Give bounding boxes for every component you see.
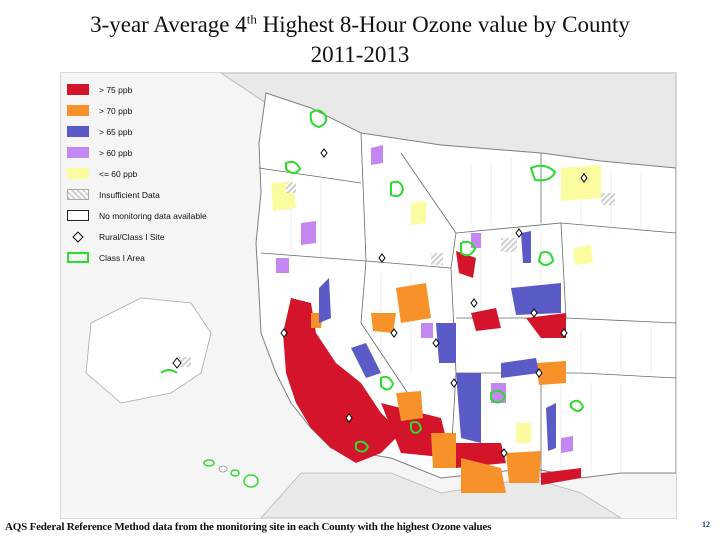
oregon-purple — [301, 221, 316, 245]
arizona-blue — [456, 373, 481, 443]
legend-item-gt-60: > 60 ppb — [67, 142, 257, 163]
arizona-mid-orange — [431, 433, 456, 468]
new-mexico-purple — [561, 436, 573, 453]
colorado-purple — [491, 383, 506, 403]
diamond-icon — [67, 231, 89, 242]
rural-class1-sites — [280, 148, 588, 458]
wyoming-blue — [511, 283, 561, 315]
map-drawing — [61, 73, 676, 518]
footer-note: AQS Federal Reference Method data from t… — [5, 521, 492, 533]
legend-item-gt-70: > 70 ppb — [67, 100, 257, 121]
alaska-outline — [85, 297, 212, 404]
insufficient-data-area-3 — [286, 183, 296, 193]
map-legend: > 75 ppb > 70 ppb > 65 ppb > 60 ppb <= 6… — [67, 79, 257, 268]
nevada-purple — [421, 323, 433, 338]
legend-label: No monitoring data available — [99, 210, 207, 221]
title-line-2: 2011-2013 — [310, 42, 410, 67]
legend-item-class1: Class I Area — [67, 247, 257, 268]
ozone-county-map: > 75 ppb > 70 ppb > 65 ppb > 60 ppb <= 6… — [60, 72, 677, 519]
legend-label: Insufficient Data — [99, 189, 160, 200]
legend-label: Class I Area — [99, 252, 145, 263]
mexico-region — [260, 472, 622, 518]
montana-blue — [521, 231, 531, 263]
legend-label: > 65 ppb — [99, 126, 133, 137]
new-mexico-yellow — [516, 423, 531, 443]
alaska-insufficient — [179, 357, 191, 367]
washington-purple — [371, 145, 383, 165]
new-mexico-blue — [546, 403, 556, 451]
legend-item-le-60: <= 60 ppb — [67, 163, 257, 184]
california-coast-purple — [276, 258, 289, 273]
legend-swatch-yellow — [67, 168, 89, 179]
nevada-orange — [396, 283, 431, 323]
legend-swatch-green-outline — [67, 252, 89, 263]
insufficient-data-area-2 — [601, 193, 615, 205]
legend-swatch-purple — [67, 147, 89, 158]
colorado-blue — [501, 358, 539, 378]
legend-swatch-red — [67, 84, 89, 95]
legend-label: > 60 ppb — [99, 147, 133, 158]
legend-label: Rural/Class I Site — [99, 231, 165, 242]
idaho-purple — [471, 233, 481, 248]
new-mexico-south-high-ozone — [541, 468, 581, 485]
nevada-west-orange — [371, 313, 396, 333]
legend-item-gt-75: > 75 ppb — [67, 79, 257, 100]
slide-title: 3-year Average 4th Highest 8-Hour Ozone … — [0, 10, 720, 70]
legend-item-gt-65: > 65 ppb — [67, 121, 257, 142]
title-line-1: 3-year Average 4th Highest 8-Hour Ozone … — [90, 11, 630, 37]
california-north-blue — [319, 278, 331, 323]
new-mexico-north-orange — [536, 361, 566, 385]
north-dakota-yellow — [561, 165, 601, 201]
hawaii-islands — [203, 459, 259, 488]
legend-item-no-data: No monitoring data available — [67, 205, 257, 226]
idaho-yellow — [411, 201, 426, 225]
insufficient-data-area-4 — [431, 253, 443, 265]
colorado-high-ozone — [526, 313, 566, 338]
south-dakota-yellow — [573, 245, 593, 265]
legend-label: <= 60 ppb — [99, 168, 138, 179]
nevada-blue — [351, 343, 381, 378]
legend-item-insufficient: Insufficient Data — [67, 184, 257, 205]
new-mexico-orange — [506, 451, 541, 483]
california-high-ozone — [283, 298, 401, 463]
utah-high-ozone — [471, 308, 501, 331]
insufficient-data-area-1 — [501, 238, 517, 252]
legend-swatch-orange — [67, 105, 89, 116]
arizona-orange — [396, 391, 423, 421]
class-1-areas — [285, 109, 585, 453]
legend-label: > 75 ppb — [99, 84, 133, 95]
arizona-south-orange — [461, 458, 506, 493]
wyoming-high-ozone — [456, 251, 476, 278]
page-number: 12 — [702, 520, 710, 529]
alaska-class1-area — [160, 369, 178, 374]
legend-swatch-blank — [67, 210, 89, 221]
utah-blue — [436, 323, 456, 363]
legend-item-rural-site: Rural/Class I Site — [67, 226, 257, 247]
legend-label: > 70 ppb — [99, 105, 133, 116]
legend-swatch-blue — [67, 126, 89, 137]
alaska-rural-site — [172, 357, 182, 369]
legend-swatch-hatch — [67, 189, 89, 200]
